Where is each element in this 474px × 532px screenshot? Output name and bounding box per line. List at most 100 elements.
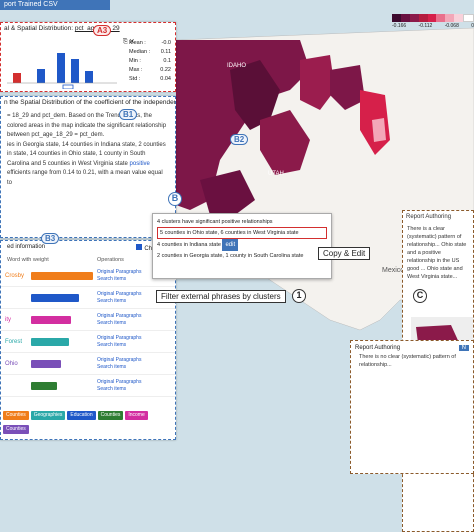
keyword-name: ity bbox=[5, 316, 11, 323]
positive-keyword[interactable]: positive bbox=[129, 160, 150, 167]
svg-text:UTAH: UTAH bbox=[268, 171, 284, 177]
popup-line-text: 5 counties in Ohio state, 6 counties in … bbox=[160, 230, 299, 236]
summary-text-panel: n the Spatial Distribution of the coeffi… bbox=[0, 96, 176, 238]
legend-swatch bbox=[418, 14, 428, 22]
hist-bar bbox=[57, 53, 65, 83]
category-tag[interactable]: Counties bbox=[97, 411, 124, 420]
keyword-weight bbox=[27, 293, 97, 302]
step-b-badge: B bbox=[168, 192, 182, 206]
keyword-ops: Original Paragraphs Search items bbox=[97, 335, 141, 349]
original-paragraphs-link[interactable]: Original Paragraphs bbox=[97, 378, 142, 385]
popup-line[interactable]: 2 counties in Georgia state, 1 county in… bbox=[157, 253, 304, 259]
step-1-badge: 1 bbox=[292, 289, 306, 303]
keyword-weight bbox=[27, 359, 97, 368]
keyword-weight bbox=[27, 315, 97, 324]
search-items-link[interactable]: Search items bbox=[97, 385, 127, 392]
keyword-row[interactable]: Original Paragraphs Search items bbox=[1, 375, 175, 397]
checkbox-icon bbox=[136, 244, 143, 250]
app-title: port Trained CSV bbox=[4, 1, 58, 8]
svg-text:IDAHO: IDAHO bbox=[227, 63, 246, 69]
keyword-row[interactable]: Crosby Original Paragraphs Search items bbox=[1, 265, 175, 287]
popup-line: 4 clusters have significant positive rel… bbox=[157, 219, 273, 225]
original-paragraphs-link[interactable]: Original Paragraphs bbox=[97, 334, 142, 341]
label-b2: B2 bbox=[230, 134, 249, 145]
search-items-link[interactable]: Search items bbox=[97, 341, 127, 348]
stat-key: Mean : bbox=[129, 40, 146, 46]
category-tag[interactable]: Income bbox=[125, 411, 148, 420]
weight-bar bbox=[31, 271, 93, 280]
legend-max: 0 bbox=[471, 23, 474, 29]
search-items-link[interactable]: Search items bbox=[97, 297, 127, 304]
copy-edit-callout: Copy & Edit bbox=[318, 247, 371, 260]
keyword-panel-title: ed information bbox=[7, 244, 46, 250]
stat-key: Max : bbox=[129, 67, 143, 73]
category-tag[interactable]: Education bbox=[67, 411, 96, 420]
report2-text[interactable]: There is no clear (systematic) pattern o… bbox=[359, 354, 456, 368]
keyword-columns: Word with weight Operations bbox=[1, 255, 175, 265]
hist-bar bbox=[71, 59, 79, 83]
original-paragraphs-link[interactable]: Original Paragraphs bbox=[97, 356, 142, 363]
keyword-row[interactable]: Forest Original Paragraphs Search items bbox=[1, 331, 175, 353]
keyword-ops: Original Paragraphs Search items bbox=[97, 379, 141, 393]
keyword-name: Ohio bbox=[5, 360, 18, 367]
keyword-ops: Original Paragraphs Search items bbox=[97, 291, 141, 305]
summary-text-3: ies in Georgia state, 14 counties in Ind… bbox=[7, 141, 166, 167]
keyword-row[interactable]: Ohio Original Paragraphs Search items bbox=[1, 353, 175, 375]
category-tag[interactable]: Counties bbox=[3, 425, 29, 434]
legend-color-bar bbox=[392, 14, 474, 22]
distribution-title: al & Spatial Distribution: pct_age_18_29 bbox=[1, 23, 175, 34]
keyword-name: Forest bbox=[5, 338, 23, 345]
search-items-link[interactable]: Search items bbox=[97, 275, 127, 282]
stat-value: 0.22 bbox=[160, 67, 171, 73]
stat-row: Max : 0.22 bbox=[129, 66, 171, 75]
report-text[interactable]: There is a clear (systematic) pattern of… bbox=[407, 226, 467, 280]
popup-line[interactable]: 4 counties in Indiana state edit bbox=[157, 239, 327, 251]
report-title: Report Authoring bbox=[406, 214, 452, 220]
legend-min: -0.166 bbox=[392, 23, 407, 29]
legend-swatch bbox=[392, 14, 401, 22]
stat-row: Min : 0.1 bbox=[129, 57, 171, 66]
hist-bar bbox=[13, 73, 21, 83]
keyword-weight bbox=[27, 381, 97, 390]
legend-swatch bbox=[409, 14, 419, 22]
close-icon[interactable]: ✕ bbox=[129, 39, 135, 45]
legend-swatch bbox=[445, 14, 455, 22]
keyword-panel: ed information Check all B3 Word with we… bbox=[0, 233, 176, 440]
weight-bar bbox=[31, 381, 57, 390]
legend-swatch bbox=[400, 14, 410, 22]
search-items-link[interactable]: Search items bbox=[97, 319, 127, 326]
col-ops: Operations bbox=[97, 257, 124, 263]
popup-line-highlight[interactable]: 5 counties in Ohio state, 6 counties in … bbox=[157, 227, 327, 239]
label-b1: B1 bbox=[119, 109, 138, 120]
keyword-row[interactable]: ity Original Paragraphs Search items bbox=[1, 309, 175, 331]
edit-button[interactable]: edit bbox=[222, 239, 239, 251]
category-tag[interactable]: Geographies bbox=[30, 411, 66, 420]
label-a3: A3 bbox=[93, 25, 112, 36]
keyword-header: ed information Check all bbox=[1, 241, 175, 255]
legend-swatch bbox=[463, 14, 474, 22]
original-paragraphs-link[interactable]: Original Paragraphs bbox=[97, 290, 142, 297]
original-paragraphs-link[interactable]: Original Paragraphs bbox=[97, 268, 142, 275]
hist-bar bbox=[85, 71, 93, 83]
stat-value: -0.0 bbox=[161, 40, 171, 46]
search-items-link[interactable]: Search items bbox=[97, 363, 127, 370]
legend-swatch bbox=[427, 14, 437, 22]
summary-text-4: efficients range from 0.14 to 0.21, with… bbox=[7, 170, 163, 186]
stat-value: 0.04 bbox=[160, 76, 171, 82]
keyword-row[interactable]: Original Paragraphs Search items bbox=[1, 287, 175, 309]
original-paragraphs-link[interactable]: Original Paragraphs bbox=[97, 312, 142, 319]
stat-value: 0.11 bbox=[160, 49, 171, 55]
stat-key: Std : bbox=[129, 76, 141, 82]
hist-bar bbox=[37, 69, 45, 83]
weight-bar bbox=[31, 337, 69, 346]
category-tag[interactable]: Counties bbox=[3, 411, 29, 420]
copy-icon[interactable]: ⎘ bbox=[123, 39, 128, 45]
summary-title: n the Spatial Distribution of the coeffi… bbox=[4, 99, 175, 106]
summary-stats: Mean : -0.0 Median : 0.11 Min : 0.1 Max : 0.… bbox=[129, 39, 171, 84]
new-button[interactable]: N bbox=[458, 345, 469, 351]
weight-bar bbox=[31, 293, 79, 302]
popup-line-text: 4 counties in Indiana state bbox=[157, 242, 221, 248]
keyword-rows: Crosby Original Paragraphs Search items O… bbox=[1, 265, 175, 397]
label-b3: B3 bbox=[41, 233, 60, 244]
weight-bar bbox=[31, 359, 61, 368]
